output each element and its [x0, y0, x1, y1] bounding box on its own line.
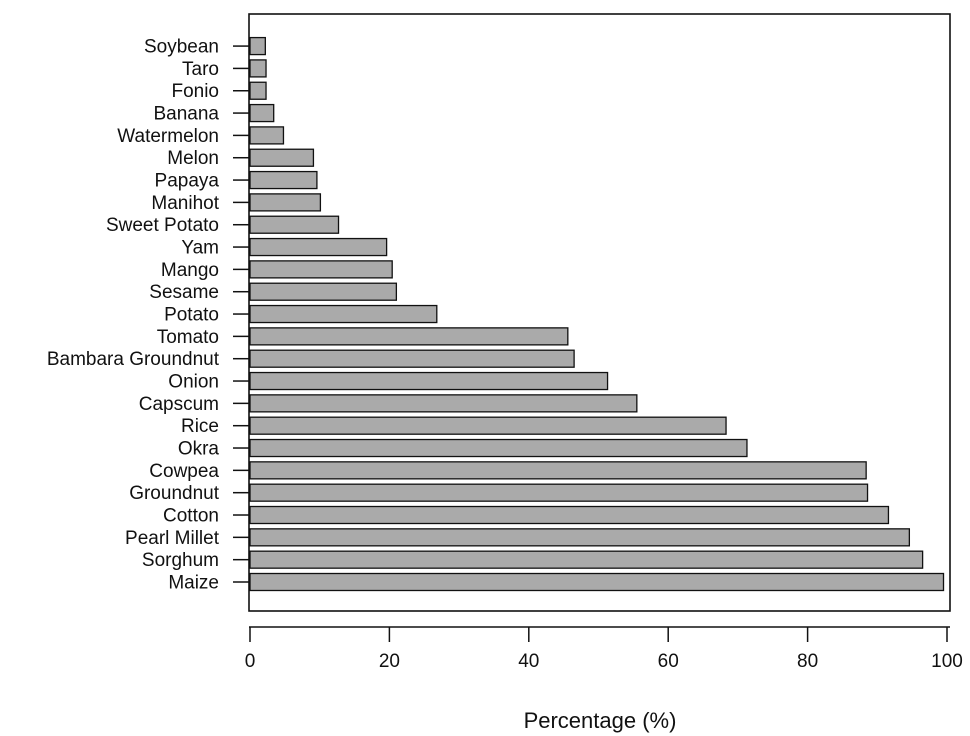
bar	[249, 349, 575, 368]
bar	[249, 505, 890, 525]
x-axis-ticks	[249, 627, 948, 642]
bar	[249, 304, 438, 324]
category-label: Melon	[167, 148, 219, 169]
category-label: Fonio	[171, 81, 219, 102]
category-label: Cotton	[163, 506, 219, 527]
bar	[249, 148, 315, 167]
category-label: Manihot	[151, 193, 219, 214]
bar	[249, 572, 945, 592]
bar	[249, 483, 869, 502]
category-label: Maize	[168, 573, 219, 594]
bar	[249, 126, 285, 145]
x-tick-label: 100	[931, 651, 963, 672]
category-label: Bambara Groundnut	[47, 349, 220, 370]
bars-group	[249, 36, 945, 592]
category-label: Mango	[161, 260, 219, 281]
bar	[249, 461, 867, 480]
bar	[249, 327, 569, 346]
bar	[249, 416, 727, 435]
x-tick-label: 80	[797, 651, 818, 672]
category-label: Sesame	[149, 282, 219, 303]
bar	[249, 438, 748, 458]
plot-frame	[248, 13, 951, 612]
bar	[249, 371, 609, 391]
category-label: Yam	[181, 238, 219, 259]
category-label: Okra	[178, 439, 220, 460]
bar	[249, 237, 388, 257]
x-tick-label: 40	[518, 651, 539, 672]
category-label: Sweet Potato	[106, 215, 219, 236]
x-axis-title: Percentage (%)	[524, 708, 677, 733]
category-label: Soybean	[144, 37, 219, 58]
bar	[249, 394, 638, 413]
x-tick-label: 60	[658, 651, 679, 672]
category-ticks	[233, 45, 249, 583]
category-label: Watermelon	[117, 126, 219, 147]
bar	[249, 81, 267, 100]
category-label: Capscum	[139, 394, 219, 415]
category-label: Potato	[164, 305, 219, 326]
bar	[249, 550, 924, 569]
category-label: Tomato	[157, 327, 219, 348]
bar	[249, 36, 266, 56]
bar	[249, 528, 911, 547]
category-label: Groundnut	[129, 483, 220, 504]
x-axis-tick-labels: 0 20 40 60 80 100	[245, 651, 963, 672]
category-label: Papaya	[155, 171, 220, 192]
bar	[249, 260, 393, 279]
category-label: Banana	[153, 104, 219, 125]
category-label: Rice	[181, 416, 219, 437]
bar	[249, 282, 398, 301]
category-label: Pearl Millet	[125, 528, 220, 549]
bar	[249, 170, 318, 190]
category-label: Cowpea	[149, 461, 219, 482]
x-tick-label: 20	[379, 651, 400, 672]
category-label: Taro	[182, 59, 219, 80]
x-tick-label: 0	[245, 651, 256, 672]
bar	[249, 215, 340, 234]
bar	[249, 103, 275, 123]
bar	[249, 193, 322, 212]
category-label: Onion	[168, 372, 219, 393]
bar	[249, 59, 267, 78]
category-label: Sorghum	[142, 550, 219, 571]
